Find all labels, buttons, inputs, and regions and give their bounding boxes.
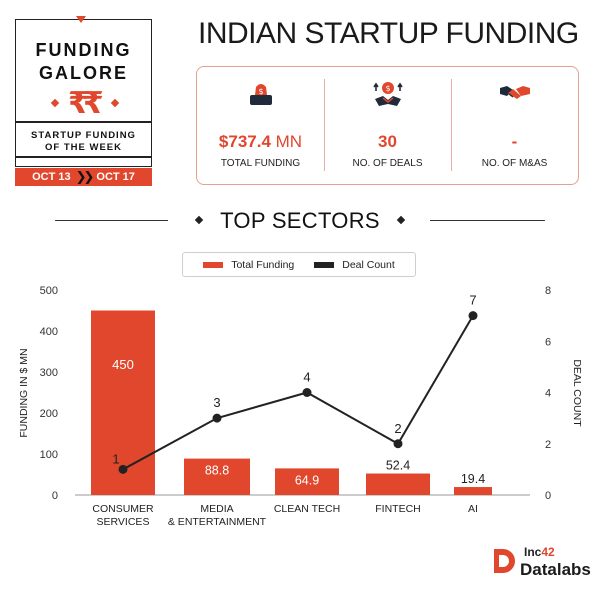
y-axis-label: FUNDING IN $ MN — [18, 348, 30, 437]
x-category-label: AI — [468, 503, 478, 515]
y-left-tick-label: 300 — [40, 367, 58, 379]
y-left-tick-label: 500 — [40, 285, 58, 297]
bar-data-label: 450 — [112, 357, 134, 372]
bar-funding — [275, 468, 339, 495]
mnas-label: NO. OF M&AS — [481, 158, 548, 169]
mnas-value: - — [511, 132, 518, 151]
legend-swatch-funding — [203, 261, 224, 268]
section-rule-right — [430, 220, 545, 221]
bar-data-label: 88.8 — [205, 464, 229, 478]
legend-item-deals: Deal Count — [314, 259, 395, 271]
badge-notch — [76, 16, 86, 23]
legend-item-funding: Total Funding — [203, 259, 294, 271]
point-deal-count — [302, 388, 312, 397]
legend-label-deals: Deal Count — [342, 258, 395, 271]
x-category-label: MEDIA — [200, 503, 233, 515]
y-left-tick-label: 200 — [40, 408, 58, 420]
x-category-label: CLEAN TECH — [274, 503, 340, 515]
svg-text:$: $ — [258, 87, 263, 96]
svg-text:$: $ — [385, 84, 390, 93]
bar-data-label: 52.4 — [386, 459, 410, 473]
bar-data-label: 64.9 — [295, 473, 319, 487]
badge-title-line2: GALORE — [38, 63, 128, 83]
badge-subtitle-line2: OF THE WEEK — [45, 142, 122, 153]
y-left-tick-label: 0 — [52, 490, 58, 502]
y2-axis-label: DEAL COUNT — [571, 359, 583, 427]
deal-count-label: 1 — [112, 451, 119, 466]
stats-panel: $ $737.4 MN TOTAL FUNDING $ 30 NO. OF DE… — [196, 66, 579, 185]
deal-count-label: 7 — [469, 293, 476, 308]
point-deal-count — [393, 439, 403, 449]
deal-handshake-icon: $ — [372, 82, 403, 106]
legend-swatch-deals — [314, 261, 335, 268]
section-rule-left — [55, 220, 168, 221]
section-title: TOP SECTORS — [220, 208, 380, 233]
y-right-tick-label: 8 — [545, 285, 551, 297]
date-range: OCT 13 ❯❯ OCT 17 — [15, 168, 152, 186]
x-category-label: & ENTERTAINMENT — [168, 516, 267, 528]
funding-galore-badge: FUNDING GALORE ₹₹ STARTUP FUNDING OF THE… — [15, 16, 152, 167]
stat-deals: $ 30 NO. OF DEALS — [324, 67, 451, 184]
point-deal-count — [468, 311, 478, 321]
y-right-tick-label: 6 — [545, 336, 551, 348]
stat-mnas: - NO. OF M&AS — [451, 67, 578, 184]
legend-label-funding: Total Funding — [231, 258, 295, 271]
y-right-tick-label: 0 — [545, 490, 551, 502]
badge-divider-bottom — [16, 156, 151, 158]
stat-total-funding: $ $737.4 MN TOTAL FUNDING — [197, 67, 324, 184]
x-category-label: SERVICES — [97, 516, 150, 528]
deal-count-label: 2 — [394, 421, 401, 436]
handshake-icon — [499, 86, 530, 99]
bar-funding — [184, 458, 250, 495]
deal-count-label: 4 — [303, 370, 310, 385]
deals-value: 30 — [378, 132, 397, 151]
deal-count-label: 3 — [213, 395, 220, 410]
badge-divider-top — [16, 121, 151, 123]
badge-subtitle-line1: STARTUP FUNDING — [31, 130, 136, 141]
point-deal-count — [212, 413, 222, 423]
x-category-label: FINTECH — [375, 503, 421, 515]
double-chevron-icon: ❯❯ — [75, 169, 95, 184]
bar-data-label: 19.4 — [461, 472, 485, 486]
total-funding-value: $737.4 MN — [218, 132, 303, 151]
datalabs-logo-icon — [494, 549, 515, 573]
bar-funding — [366, 473, 430, 495]
date-start: OCT 13 — [32, 171, 71, 183]
y-left-tick-label: 400 — [40, 326, 58, 338]
brand-inc: Inc42 — [524, 545, 555, 559]
y-right-tick-label: 2 — [545, 439, 551, 451]
y-right-tick-label: 4 — [545, 388, 551, 400]
total-funding-label: TOTAL FUNDING — [220, 158, 301, 169]
money-bag-icon: $ — [249, 84, 272, 105]
badge-title-line1: FUNDING — [35, 40, 132, 60]
bar-funding — [91, 310, 155, 495]
brand-name: Datalabs — [520, 560, 591, 579]
deals-label: NO. OF DEALS — [352, 158, 423, 169]
chart-legend: Total Funding Deal Count — [182, 252, 416, 277]
x-category-label: CONSUMER — [92, 503, 154, 515]
point-deal-count — [118, 464, 128, 474]
date-end: OCT 17 — [96, 171, 135, 183]
y-left-tick-label: 100 — [40, 449, 58, 461]
bar-funding — [454, 487, 492, 495]
page-title: INDIAN STARTUP FUNDING — [198, 17, 579, 50]
line-deal-count — [122, 315, 474, 471]
